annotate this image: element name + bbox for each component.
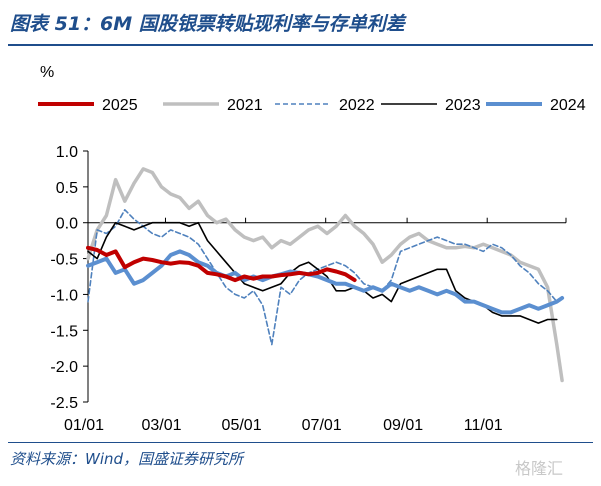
legend-label-2025: 2025 <box>102 97 138 114</box>
y-tick-label: 1.0 <box>56 144 78 161</box>
legend-label-2023: 2023 <box>445 97 481 114</box>
x-tick-label: 01/01 <box>64 417 104 434</box>
y-tick-label: -1.5 <box>50 323 78 340</box>
source-rule <box>8 442 593 443</box>
legend-label-2021: 2021 <box>227 97 263 114</box>
x-tick-label: 11/01 <box>464 417 503 434</box>
x-tick-label: 09/01 <box>383 417 423 434</box>
series-line-2025 <box>86 245 357 283</box>
title-rule <box>8 44 593 46</box>
y-tick-label: 0.0 <box>56 216 78 233</box>
y-axis: 1.0 0.5 0.0 -0.5 -1.0 -1.5 -2.0 -2.5 <box>50 144 89 412</box>
chart-legend: 2025 2021 2022 2023 2024 <box>38 97 586 114</box>
x-tick-label: 07/01 <box>302 417 342 434</box>
legend-label-2022: 2022 <box>339 97 375 114</box>
x-tick-label: 03/01 <box>141 417 181 434</box>
x-axis: 01/01 03/01 05/01 07/01 09/01 11/01 <box>64 217 567 434</box>
y-unit-label: % <box>40 64 54 81</box>
figure-title: 图表 51：6M 国股银票转贴现利率与存单利差 <box>10 13 405 35</box>
y-tick-label: -0.5 <box>50 252 78 269</box>
y-tick-label: -2.0 <box>50 359 78 376</box>
y-tick-label: -2.5 <box>50 395 78 412</box>
series-layer <box>86 167 565 383</box>
y-tick-label: 0.5 <box>56 180 78 197</box>
source-note: 资料来源：Wind，国盛证券研究所 <box>10 450 244 468</box>
legend-label-2024: 2024 <box>550 97 586 114</box>
series-line-2021 <box>86 167 564 383</box>
series-line-2022 <box>87 209 558 346</box>
watermark-text: 格隆汇 <box>515 459 564 478</box>
series-line-2024 <box>86 249 565 315</box>
y-tick-label: -1.0 <box>50 287 78 304</box>
x-tick-label: 05/01 <box>222 417 262 434</box>
